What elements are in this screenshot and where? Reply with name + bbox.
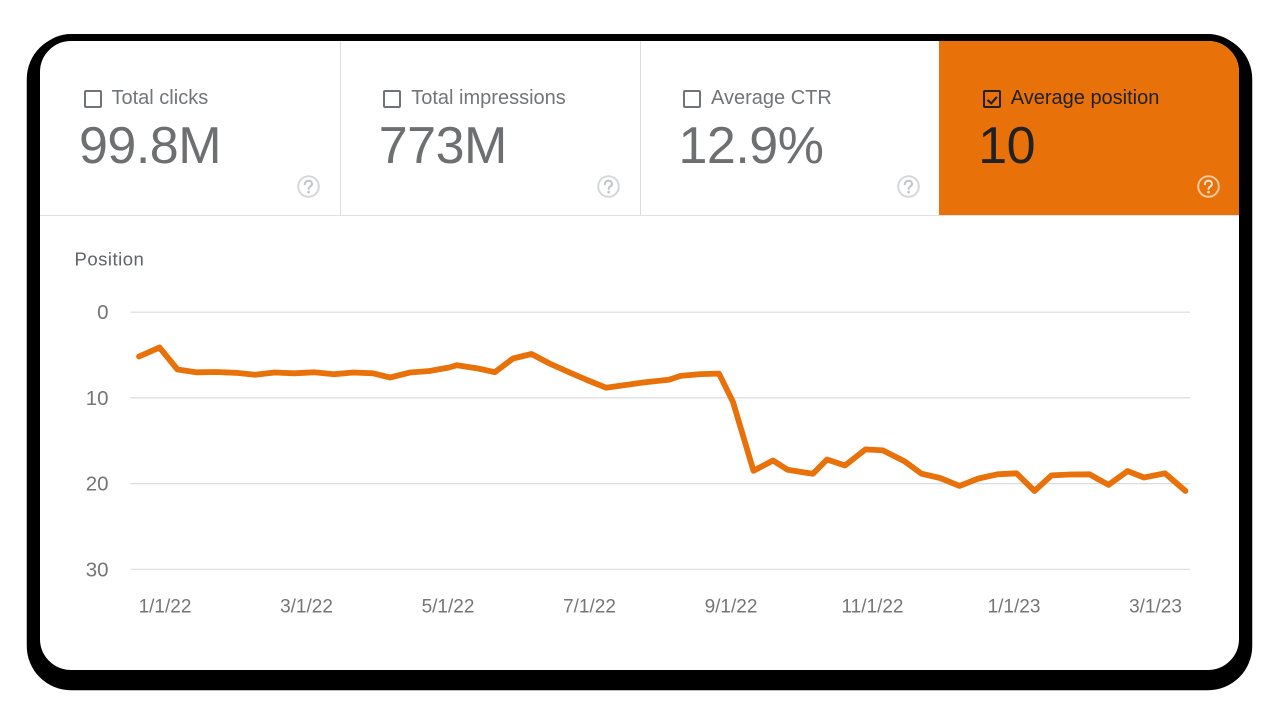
svg-text:1/1/23: 1/1/23	[988, 597, 1041, 618]
svg-text:3/1/23: 3/1/23	[1129, 597, 1182, 618]
svg-text:0: 0	[97, 301, 108, 324]
svg-text:1/1/22: 1/1/22	[139, 597, 192, 618]
svg-text:Position: Position	[75, 248, 145, 269]
svg-text:5/1/22: 5/1/22	[422, 597, 475, 618]
svg-text:30: 30	[86, 558, 109, 581]
svg-text:20: 20	[86, 473, 109, 496]
svg-text:3/1/22: 3/1/22	[280, 597, 333, 618]
svg-text:9/1/22: 9/1/22	[705, 597, 758, 618]
svg-text:10: 10	[86, 387, 109, 410]
svg-text:11/1/22: 11/1/22	[842, 597, 904, 618]
svg-text:7/1/22: 7/1/22	[563, 597, 616, 618]
